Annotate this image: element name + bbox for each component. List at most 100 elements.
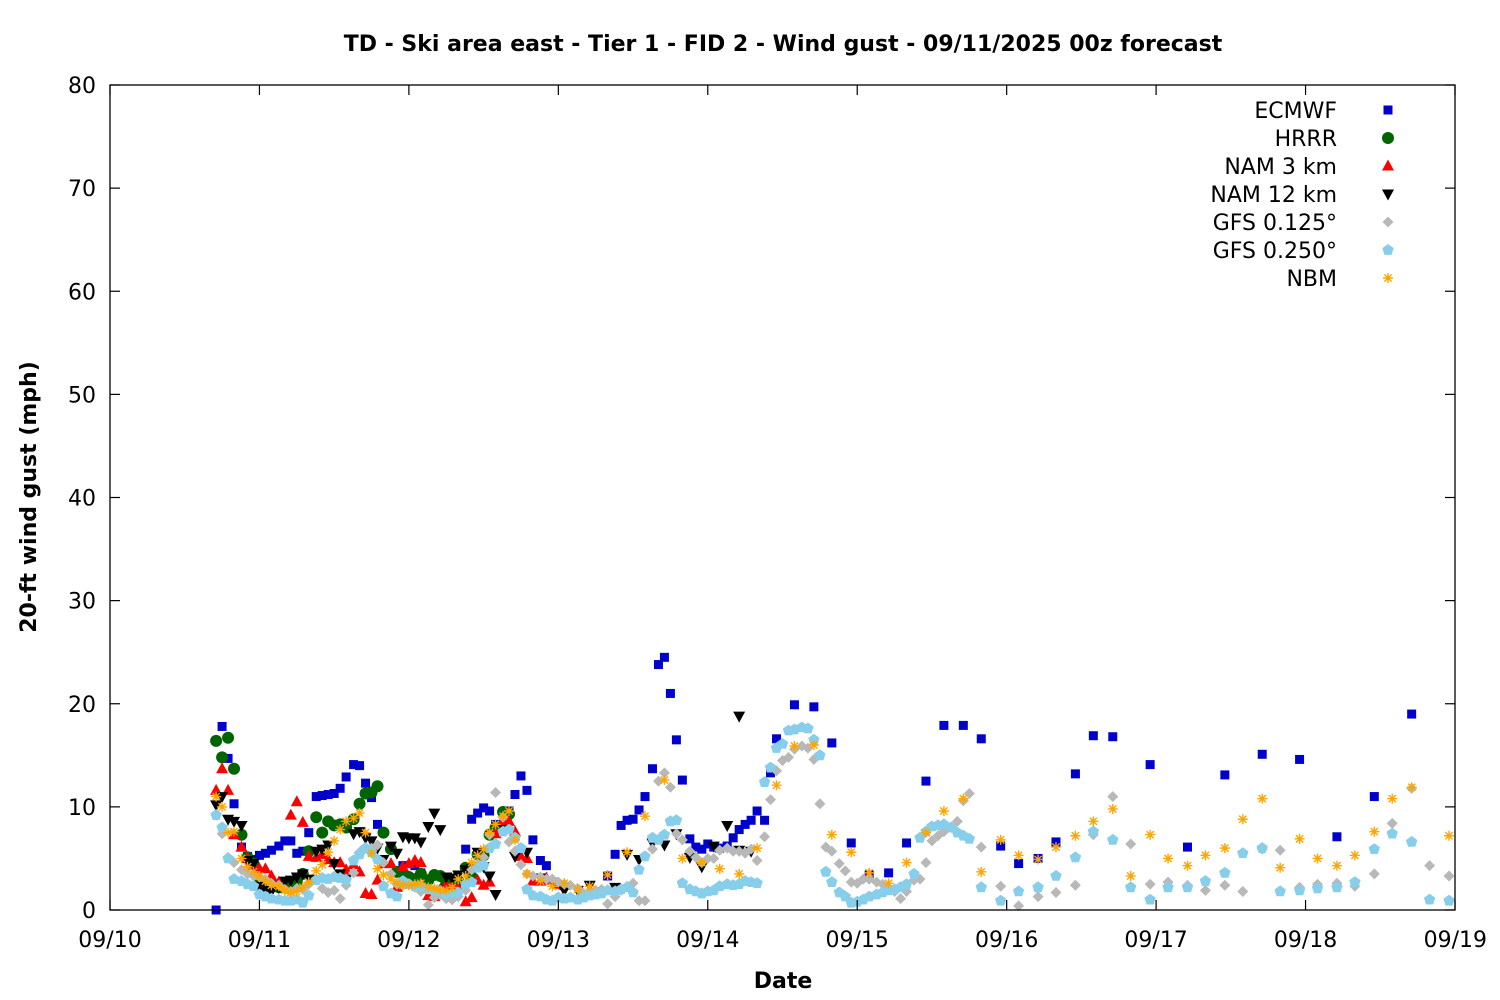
ecmwf-point: [766, 768, 776, 778]
nbm-point: [1257, 793, 1268, 804]
gfs-0-250-point: [776, 738, 789, 749]
nam-3-km-point: [296, 815, 309, 827]
nbm-point: [391, 878, 402, 889]
ecmwf-point: [355, 761, 365, 771]
x-axis-label: Date: [754, 969, 813, 994]
x-tick-label: 09/10: [78, 928, 141, 953]
ecmwf-point: [229, 799, 239, 809]
nam-3-km-point: [459, 895, 472, 907]
nbm-point: [490, 819, 501, 830]
gfs-0-125-point: [765, 794, 777, 806]
gfs-0-125-point: [1032, 891, 1044, 903]
nbm-point: [236, 853, 247, 864]
gfs-0-125-point: [975, 841, 987, 853]
gfs-0-125-point: [826, 845, 838, 857]
ecmwf-point: [274, 841, 284, 851]
ecmwf-point: [809, 702, 819, 712]
ecmwf-point: [280, 836, 290, 846]
ecmwf-point: [622, 815, 632, 825]
nbm-point: [808, 740, 819, 750]
ecmwf-point: [691, 842, 701, 852]
ecmwf-point: [266, 845, 276, 855]
nbm-point: [317, 859, 328, 870]
ecmwf-point: [846, 838, 856, 848]
x-tick-label: 09/12: [377, 928, 440, 953]
nam-12-km-point: [247, 859, 260, 871]
ecmwf-point: [921, 776, 931, 786]
gfs-0-250-point: [340, 874, 352, 885]
hrrr-point: [216, 751, 229, 764]
gfs-0-250-point: [900, 878, 913, 890]
x-axis: 09/10 09/11 09/12 09/13 09/14 09/15 09/16 09/17…: [78, 85, 1487, 953]
ecmwf-point: [1332, 832, 1342, 842]
nbm-point: [901, 857, 912, 868]
nbm-point: [273, 881, 284, 892]
gfs-0-250-point: [303, 889, 315, 901]
gfs-0-250-point: [963, 832, 975, 844]
gfs-0-250-point: [1050, 870, 1062, 881]
hrrr-point: [222, 731, 235, 744]
nbm-point: [995, 834, 1006, 845]
nbm-point: [559, 878, 570, 889]
gfs-0-250-point: [210, 809, 222, 820]
ecmwf-point: [317, 791, 327, 801]
nbm-point: [329, 835, 340, 846]
nam-12-km-point: [284, 875, 297, 887]
gfs-0-125-point: [1274, 844, 1286, 856]
nbm-point: [714, 863, 725, 874]
gfs-0-250-point: [1311, 882, 1324, 894]
nam-12-km-point: [316, 844, 329, 856]
hrrr-point: [310, 811, 323, 824]
legend-label: ECMWF: [1254, 99, 1337, 124]
gfs-0-250-point: [676, 877, 689, 888]
nbm-point: [1237, 814, 1248, 825]
gfs-0-250-point: [222, 852, 234, 864]
nbm-point: [1387, 793, 1398, 804]
nbm-point: [341, 816, 352, 827]
nam-3-km-point: [503, 814, 516, 826]
nbm-point: [217, 801, 228, 812]
gfs-0-125-point: [926, 835, 938, 847]
nbm-point: [976, 866, 987, 877]
nam-12-km-point: [721, 820, 734, 832]
nbm-point: [920, 827, 931, 838]
nbm-point: [223, 827, 234, 838]
gfs-0-250-point: [1423, 893, 1436, 905]
nbm-point: [1182, 860, 1193, 871]
nam-3-km-point: [284, 808, 297, 820]
ecmwf-point: [361, 778, 371, 788]
ecmwf-point: [535, 856, 545, 865]
y-tick-label: 0: [82, 899, 96, 924]
ecmwf-point: [634, 805, 644, 815]
nbm-point: [535, 876, 546, 887]
gfs-0-250-point: [1032, 881, 1044, 893]
gfs-0-125-point: [670, 828, 682, 840]
nbm-point: [752, 843, 763, 854]
nbm-point: [677, 853, 688, 864]
gfs-0-125-point: [328, 884, 340, 896]
ecmwf-point: [1369, 792, 1379, 802]
nbm-point: [285, 887, 296, 898]
ecmwf-point: [1257, 749, 1267, 759]
gfs-0-125-point: [814, 798, 826, 810]
gfs-0-250-point: [639, 850, 651, 862]
gfs-0-250-point: [751, 877, 763, 888]
gfs-0-125-point: [995, 880, 1007, 892]
gfs-0-250-point: [839, 890, 851, 902]
nam-12-km-point: [228, 816, 241, 828]
legend-label: NAM 3 km: [1224, 155, 1337, 180]
ecmwf-point: [976, 734, 986, 744]
nbm-point: [254, 870, 265, 881]
nbm-point: [297, 882, 308, 893]
nam-12-km-point: [434, 825, 447, 837]
gfs-0-250-point: [1274, 885, 1286, 897]
gfs-0-250-point: [908, 867, 920, 879]
nam-12-km-point: [414, 837, 427, 849]
gfs-0-125-point: [727, 845, 739, 857]
gfs-0-250-point: [1144, 893, 1156, 905]
nam-12-km-point: [733, 711, 746, 723]
ecmwf-point: [260, 848, 270, 858]
gfs-0-250-point: [477, 859, 490, 871]
nbm-point: [789, 741, 800, 752]
